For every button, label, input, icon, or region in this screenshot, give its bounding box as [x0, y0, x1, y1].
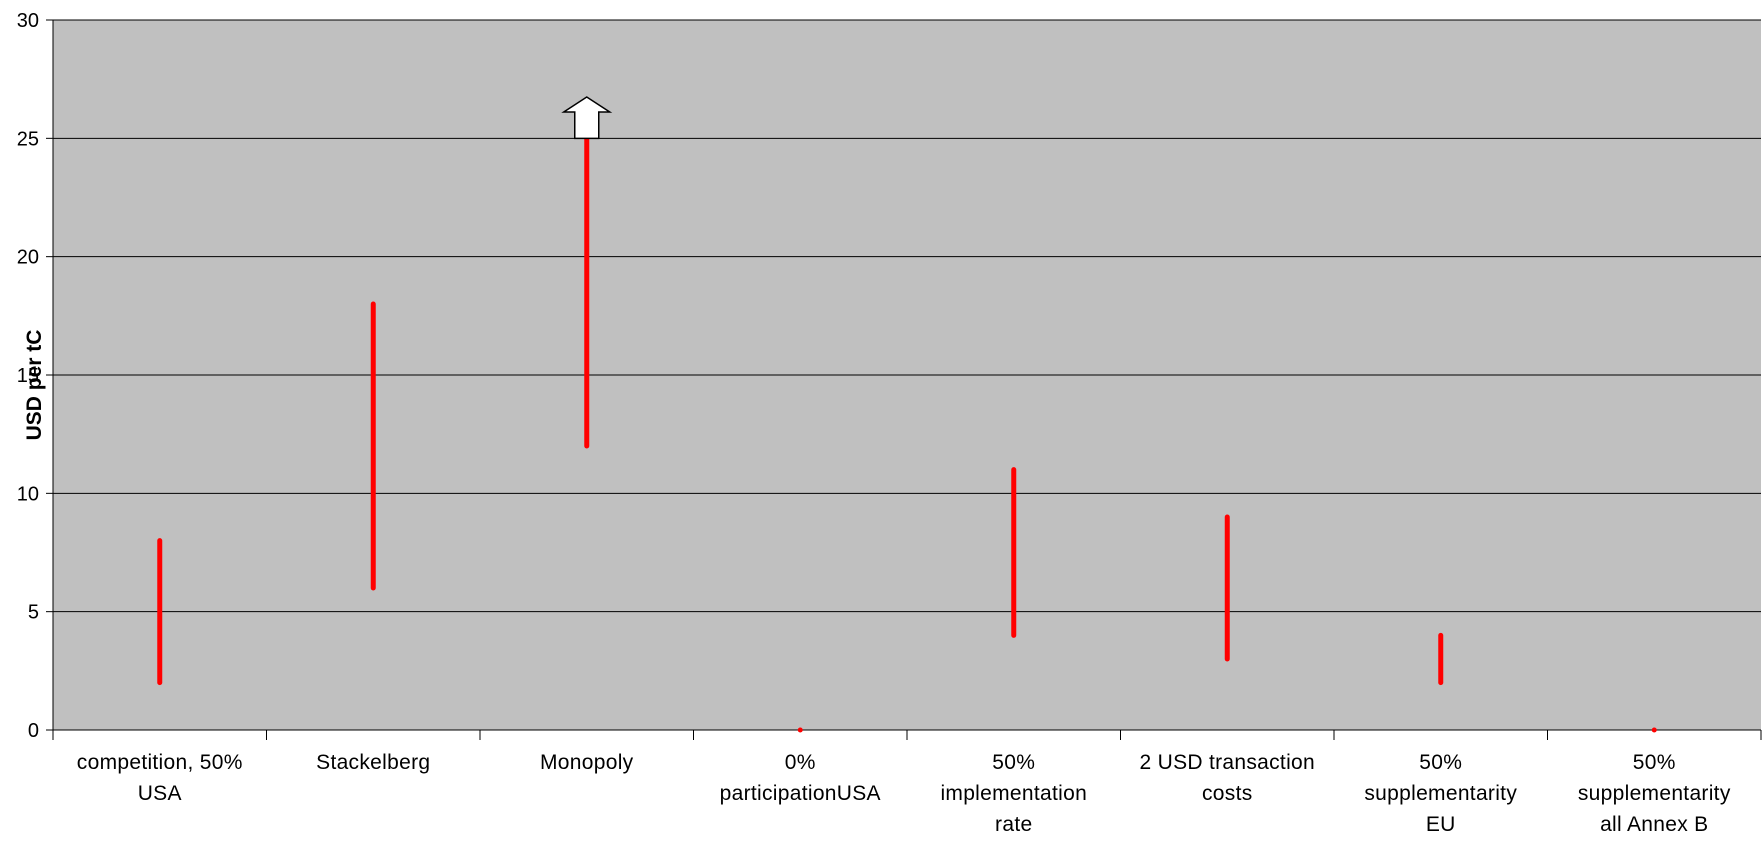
gridlines: [46, 19, 1761, 731]
y-tick-label: 20: [17, 247, 39, 269]
y-tick-label: 5: [28, 602, 39, 624]
category-label: 50%: [1633, 751, 1676, 774]
range-bars: [157, 135, 1657, 733]
category-label: Stackelberg: [316, 751, 430, 774]
range-bar: [797, 727, 803, 733]
category-label: USA: [138, 782, 182, 805]
y-tick-label: 15: [17, 365, 39, 387]
category-label: Monopoly: [540, 751, 634, 774]
axes: [52, 20, 1762, 740]
category-label: EU: [1426, 813, 1456, 836]
category-label: competition, 50%: [77, 751, 243, 774]
y-axis-label: USD per tC: [23, 330, 46, 441]
y-tick-label: 30: [17, 10, 39, 32]
overflow-marker: [561, 96, 613, 140]
range-bar: [1651, 727, 1657, 733]
category-labels: competition, 50% USA Stackelberg Monopoly 0%…: [77, 751, 1731, 836]
category-label: supplementarity: [1578, 782, 1731, 805]
y-tick-label: 25: [17, 128, 39, 150]
category-label: implementation: [940, 782, 1087, 805]
category-label: supplementarity: [1364, 782, 1517, 805]
category-label: rate: [995, 813, 1032, 836]
category-label: participationUSA: [720, 782, 881, 805]
y-tick-label: 10: [17, 483, 39, 505]
category-label: costs: [1202, 782, 1253, 805]
y-tick-labels: 0 5 10 15 20 25 30: [17, 10, 39, 742]
category-label: 50%: [1419, 751, 1462, 774]
category-label: all Annex B: [1600, 813, 1708, 836]
category-label: 2 USD transaction: [1139, 751, 1315, 774]
y-tick-label: 0: [28, 720, 39, 742]
category-label: 0%: [785, 751, 816, 774]
up-arrow-icon: [561, 96, 613, 140]
category-label: 50%: [992, 751, 1035, 774]
